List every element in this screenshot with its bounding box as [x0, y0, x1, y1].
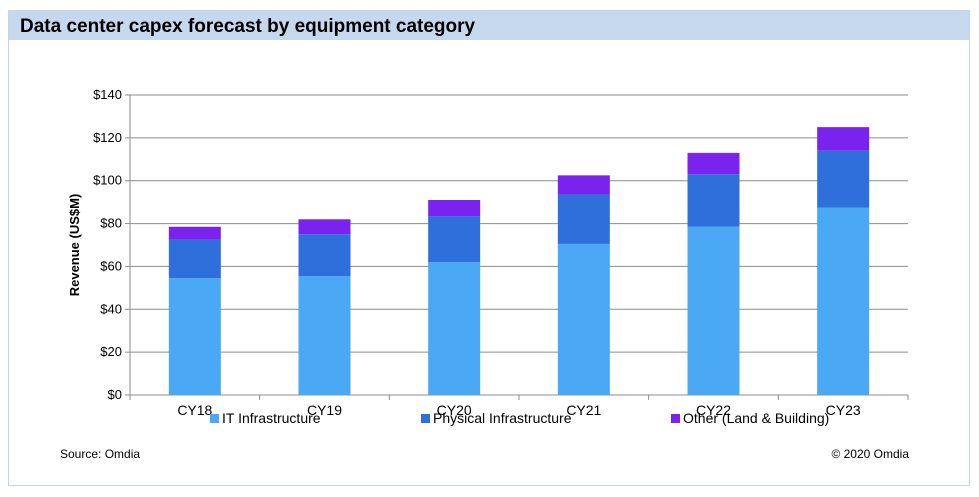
- chart-panel: Data center capex forecast by equipment …: [8, 10, 970, 486]
- x-tick-label: CY18: [177, 402, 212, 418]
- bar-segment: [687, 152, 740, 175]
- bar-segment: [557, 243, 610, 395]
- x-tick-label: CY20: [437, 402, 472, 418]
- bar-segment: [298, 234, 351, 277]
- title-bar: Data center capex forecast by equipment …: [9, 11, 969, 40]
- x-tick-label: CY23: [826, 402, 861, 418]
- legend-label: IT Infrastructure: [222, 410, 321, 426]
- y-tick-label: $0: [108, 387, 122, 402]
- bar-segment: [817, 207, 870, 395]
- y-tick-label: $140: [93, 87, 122, 102]
- y-tick-label: $40: [100, 301, 122, 316]
- legend-item: IT Infrastructure: [210, 410, 321, 426]
- y-tick-label: $60: [100, 258, 122, 273]
- bar-segment: [298, 276, 351, 395]
- copyright-note: © 2020 Omdia: [831, 447, 909, 461]
- legend-item: Other (Land & Building): [671, 410, 829, 426]
- bar-segment: [557, 175, 610, 195]
- legend-label: Physical Infrastructure: [433, 410, 572, 426]
- legend-swatch: [421, 413, 430, 423]
- bar-segment: [557, 194, 610, 244]
- y-tick-label: $80: [100, 216, 122, 231]
- bar-segment: [428, 200, 481, 217]
- legend-swatch: [210, 413, 219, 423]
- bar-segment: [687, 174, 740, 227]
- bar-segment: [168, 239, 221, 279]
- legend-label: Other (Land & Building): [683, 410, 830, 426]
- bar-segment: [428, 216, 481, 263]
- bar-segment: [687, 226, 740, 395]
- legend-swatch: [671, 413, 680, 423]
- y-tick-label: $20: [100, 344, 122, 359]
- y-axis-label: Revenue (US$M): [67, 194, 82, 297]
- bar-segment: [428, 262, 481, 395]
- chart-title: Data center capex forecast by equipment …: [20, 16, 476, 37]
- y-tick-label: $100: [93, 173, 122, 188]
- x-tick-label: CY19: [307, 402, 342, 418]
- bar-segment: [817, 127, 870, 151]
- source-note: Source: Omdia: [60, 447, 141, 461]
- legend-item: Physical Infrastructure: [421, 410, 572, 426]
- bar-segment: [298, 219, 351, 235]
- x-tick-label: CY22: [696, 402, 731, 418]
- y-tick-label: $120: [93, 130, 122, 145]
- bar-segment: [168, 226, 221, 240]
- bar-segment: [817, 150, 870, 208]
- x-tick-label: CY21: [566, 402, 601, 418]
- chart-legend: IT Infrastructure Physical Infrastructure…: [0, 410, 962, 428]
- bar-segment: [168, 278, 221, 395]
